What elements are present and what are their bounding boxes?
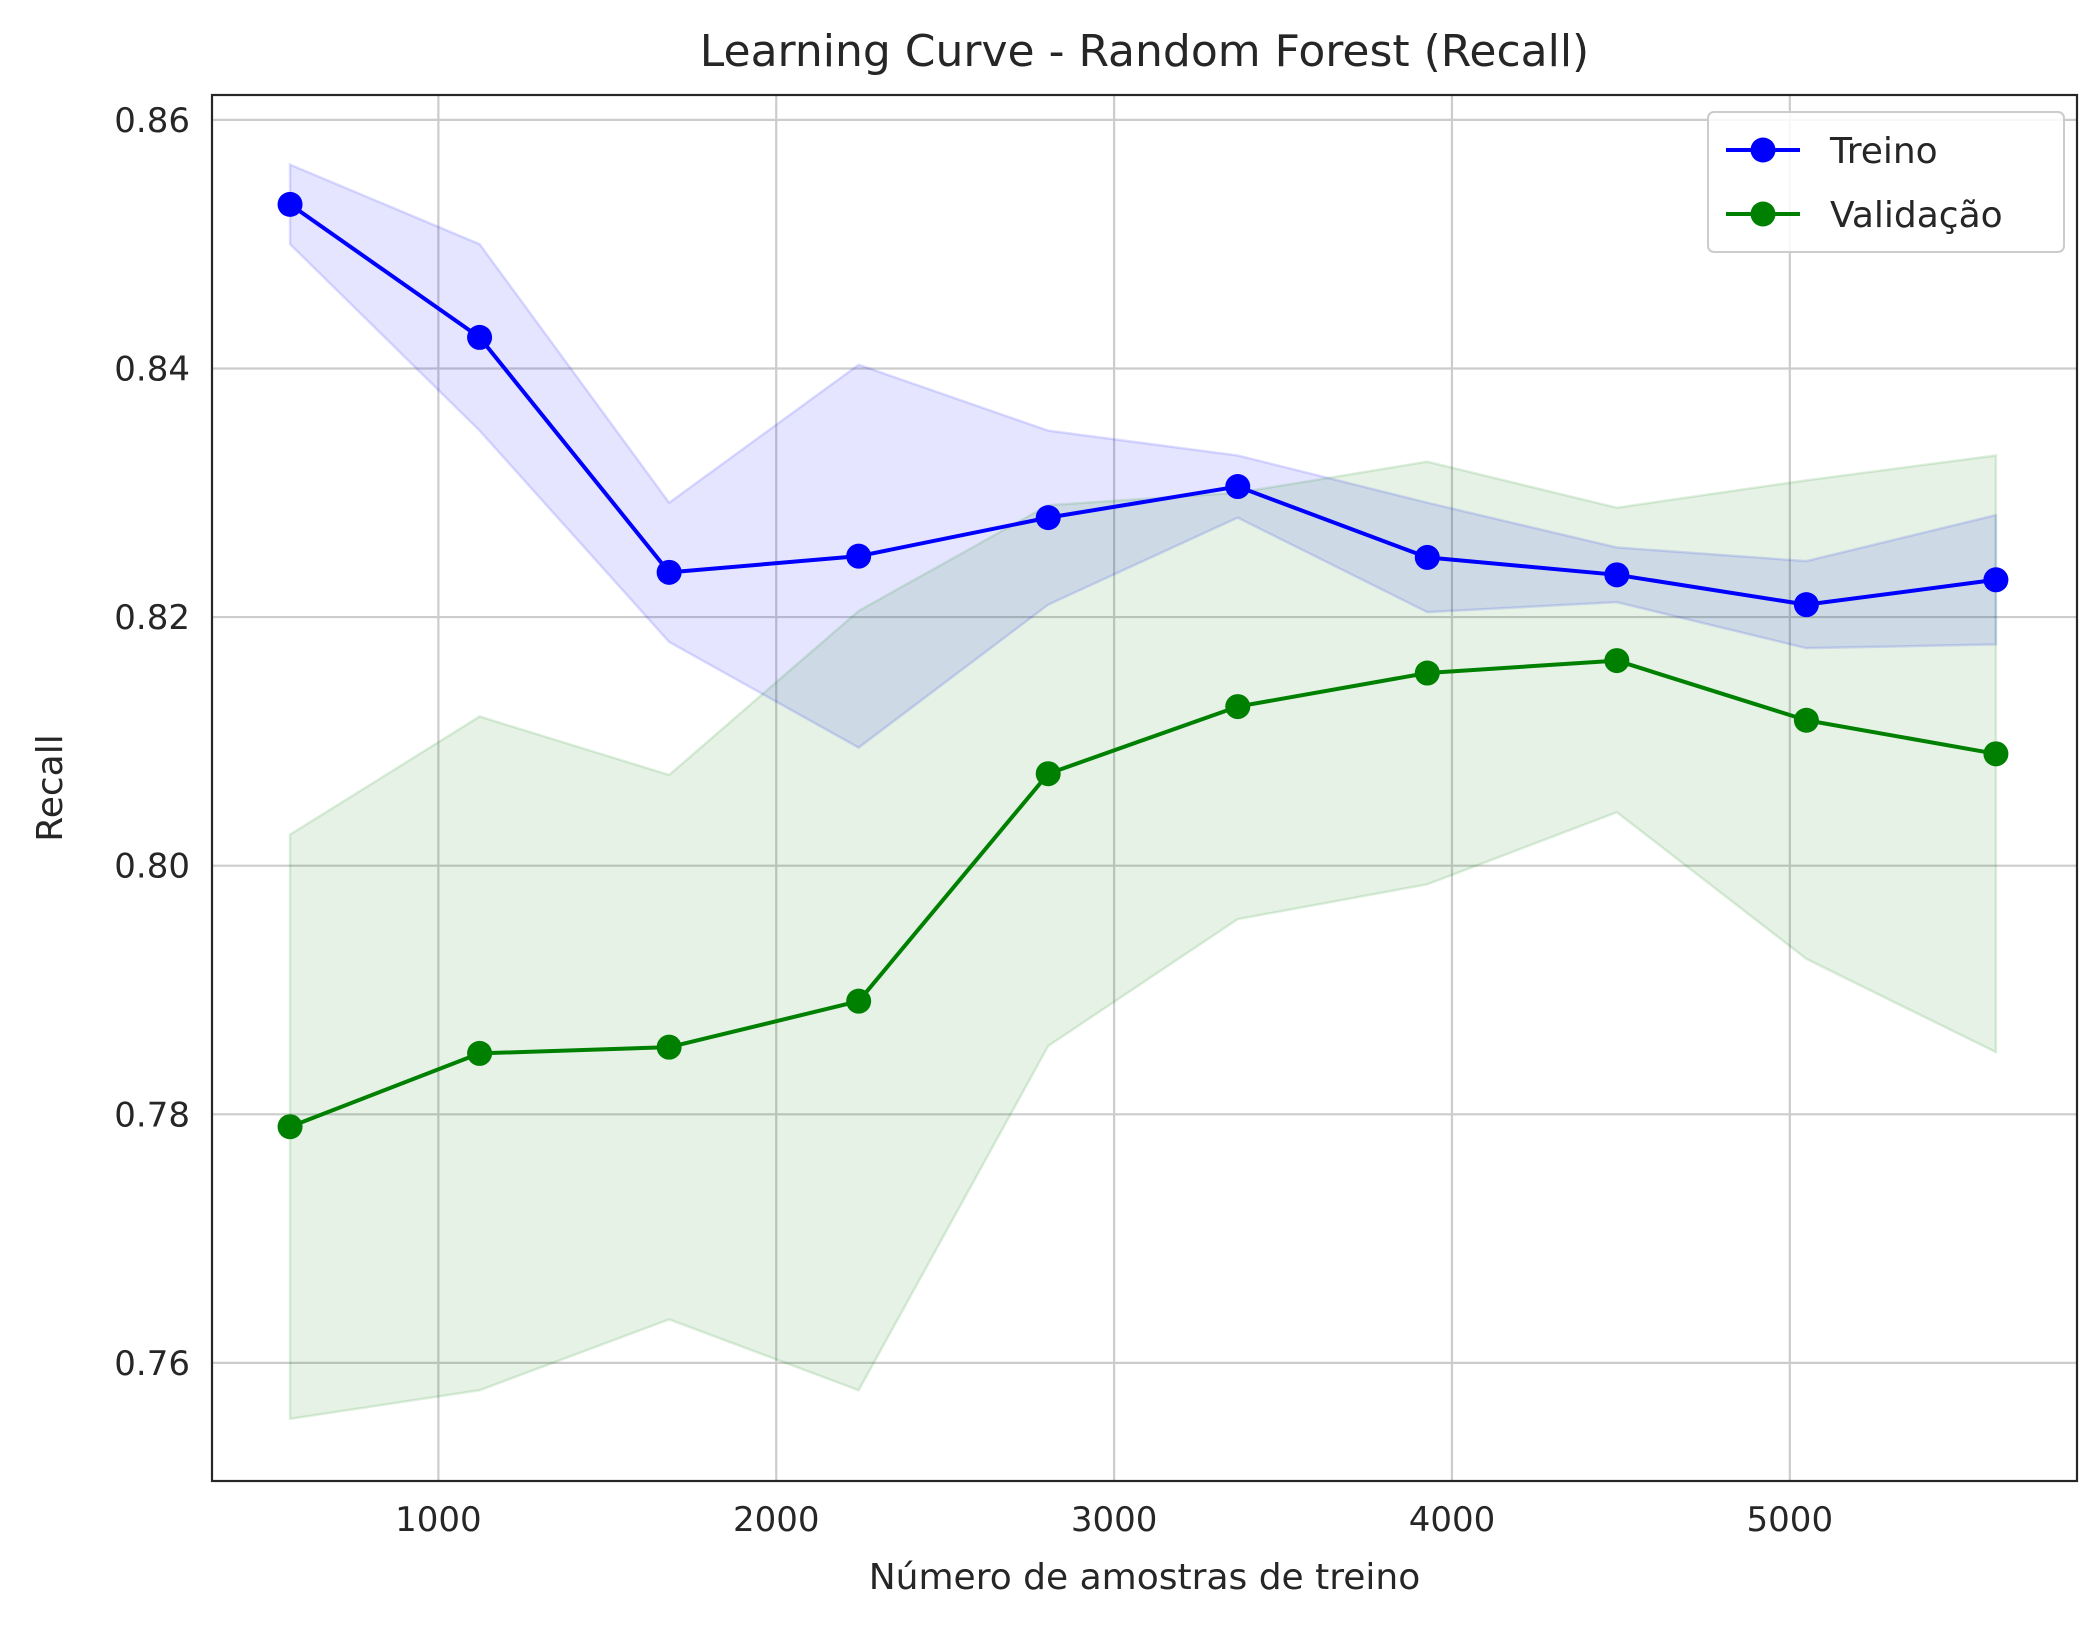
point-valida-o <box>1793 707 1819 733</box>
legend-label-valida-o: Validação <box>1830 195 2003 236</box>
point-valida-o <box>277 1114 303 1140</box>
y-axis-label: Recall <box>30 734 71 841</box>
legend: Treino Validação <box>1707 111 2065 253</box>
point-valida-o <box>467 1040 493 1066</box>
series-points <box>277 191 2009 1140</box>
legend-box <box>1707 111 2065 253</box>
tick-labels: 1000 2000 3000 4000 5000 0.76 0.78 0.80 0.82 0.84… <box>114 101 1833 1540</box>
line-treino <box>288 202 1997 607</box>
point-treino <box>467 324 493 350</box>
point-valida-o <box>1414 660 1440 686</box>
point-treino <box>656 559 682 585</box>
legend-marker-treino <box>1750 137 1776 163</box>
y-tick-label: 0.82 <box>114 598 190 638</box>
point-valida-o <box>1035 761 1061 787</box>
y-tick-label: 0.80 <box>114 847 190 887</box>
band-treino <box>288 162 1998 750</box>
point-treino <box>277 191 303 217</box>
y-tick-label: 0.76 <box>114 1344 190 1384</box>
x-tick-label: 4000 <box>1409 1500 1496 1540</box>
y-tick-label: 0.78 <box>114 1095 190 1135</box>
point-treino <box>846 543 872 569</box>
x-tick-label: 1000 <box>395 1500 482 1540</box>
plot-frame <box>210 93 2079 1483</box>
point-treino <box>1793 592 1819 618</box>
x-tick-label: 5000 <box>1747 1500 1834 1540</box>
point-treino <box>1414 544 1440 570</box>
y-tick-label: 0.86 <box>114 101 190 141</box>
chart-title: Learning Curve - Random Forest (Recall) <box>700 26 1589 77</box>
x-tick-label: 3000 <box>1071 1500 1158 1540</box>
point-treino <box>1035 505 1061 531</box>
point-valida-o <box>1225 694 1251 720</box>
line-valida-o <box>289 658 1997 1129</box>
point-valida-o <box>1604 648 1630 674</box>
y-tick-label: 0.84 <box>114 349 190 389</box>
band-valida-o <box>288 454 1998 1421</box>
point-valida-o <box>656 1034 682 1060</box>
legend-label-treino: Treino <box>1829 131 1938 172</box>
legend-marker-valida-o <box>1750 201 1776 227</box>
point-valida-o <box>846 988 872 1014</box>
point-treino <box>1983 567 2009 593</box>
point-treino <box>1225 474 1251 500</box>
confidence-bands <box>288 162 1998 1421</box>
x-axis-label: Número de amostras de treino <box>869 1557 1421 1598</box>
point-treino <box>1604 562 1630 588</box>
series-lines <box>288 202 1997 1129</box>
point-valida-o <box>1983 741 2009 767</box>
x-tick-label: 2000 <box>733 1500 820 1540</box>
